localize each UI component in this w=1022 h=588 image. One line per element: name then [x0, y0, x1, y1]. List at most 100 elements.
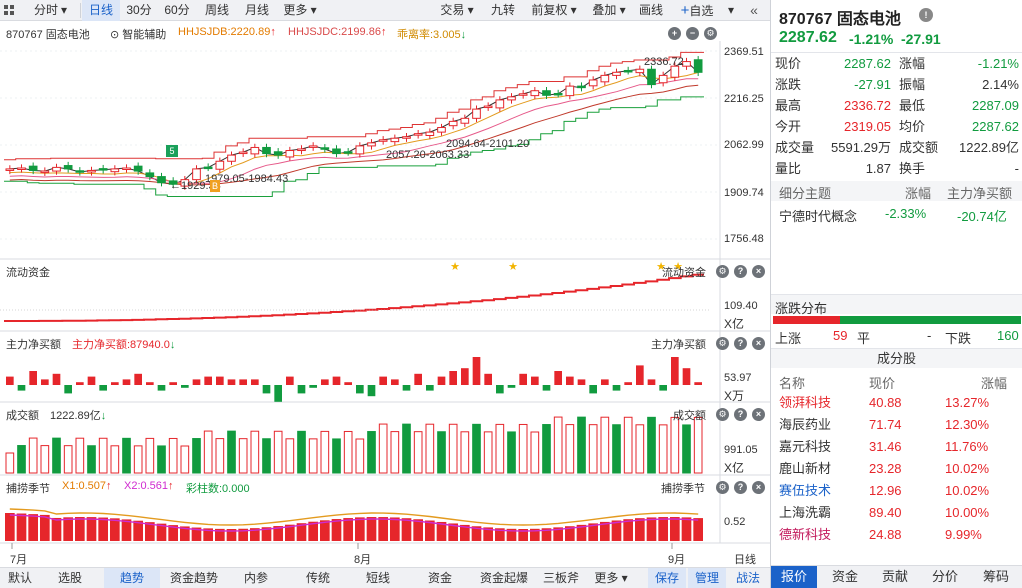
period-label[interactable]: 日线 [734, 554, 756, 566]
draw-line-button[interactable]: 画线 [638, 3, 663, 17]
net-label: 主力净买额:87940.0 [72, 339, 170, 351]
net-bar [612, 385, 621, 391]
theme-row[interactable]: 宁德时代概念 -2.33% -20.74亿 [771, 203, 1022, 225]
tab-default[interactable]: 默认 [7, 571, 32, 585]
component-row[interactable]: 领湃科技 40.88 13.27% [771, 392, 1022, 414]
component-name: 上海洗霸 [779, 505, 832, 520]
deviation-value: 乖离率:3.005 [397, 29, 461, 41]
more-menu[interactable]: 更多 ▾ [283, 3, 317, 17]
season-bar [436, 521, 447, 541]
settings-icon[interactable]: ⚙ [716, 265, 729, 278]
tab-stock-pick[interactable]: 选股 [57, 571, 82, 585]
tab-traditional[interactable]: 传统 [305, 571, 330, 585]
net-bar [111, 382, 119, 385]
settings-icon[interactable]: ⚙ [716, 481, 729, 494]
add-watchlist-button[interactable]: +自选 [670, 0, 724, 21]
tab-weekly[interactable]: 周线 [204, 3, 229, 17]
net-bar [461, 368, 469, 385]
chart-area[interactable]: ★ ★ ★ ★ 870767 固态电池 ⊙ 智能辅助 HHJSJDB:2220.89↑… [0, 21, 770, 567]
strategy-button[interactable]: 战法 [735, 571, 760, 585]
tab-insider[interactable]: 内参 [243, 571, 268, 585]
component-row[interactable]: 德新科技 24.88 9.99% [771, 524, 1022, 546]
overlay-menu[interactable]: 叠加 ▾ [592, 3, 626, 17]
component-row[interactable]: 海辰药业 71.74 12.30% [771, 414, 1022, 436]
theme-header-pct: 涨幅 [905, 186, 932, 201]
season-bar [261, 527, 272, 541]
tab-price-dist[interactable]: 分价 [931, 569, 958, 584]
component-row[interactable]: 赛伍技术 12.96 10.02% [771, 480, 1022, 502]
close-icon[interactable]: × [752, 408, 765, 421]
tab-intraday[interactable]: 分时 [33, 3, 58, 17]
tab-contribution[interactable]: 贡献 [881, 569, 908, 584]
tab-capital[interactable]: 资金 [427, 571, 452, 585]
add-indicator-icon[interactable]: + [668, 27, 681, 40]
close-icon[interactable]: × [752, 265, 765, 278]
assist-toggle[interactable]: ⊙ 智能辅助 [110, 26, 166, 42]
candle-body [227, 154, 236, 162]
component-row[interactable]: 嘉元科技 31.46 11.76% [771, 436, 1022, 458]
chevron-down-icon[interactable]: ▾ [727, 3, 735, 17]
tab-30min[interactable]: 30分 [126, 3, 152, 17]
season-bar [635, 518, 645, 541]
volume-bar [145, 437, 155, 474]
settings-icon[interactable]: ⚙ [704, 27, 717, 40]
tab-60min[interactable]: 60分 [164, 3, 190, 17]
season-bar [553, 527, 563, 541]
component-row[interactable]: 鹿山新材 23.28 10.02% [771, 458, 1022, 480]
tab-funds[interactable]: 资金 [831, 569, 858, 584]
quote-value: 2287.09 [972, 98, 1019, 113]
components-header: 名称 现价 涨幅 [771, 370, 1022, 391]
help-icon[interactable]: ? [734, 265, 747, 278]
candle-body [378, 139, 388, 142]
quote-key: 量比 [775, 161, 802, 176]
tab-short-term[interactable]: 短线 [365, 571, 390, 585]
more-tabs[interactable]: 更多 ▾ [594, 571, 628, 585]
season-bar [565, 526, 575, 541]
save-button[interactable]: 保存 [648, 568, 686, 588]
volume-bar [5, 452, 15, 474]
tab-daily[interactable]: 日线 [82, 0, 120, 21]
settings-icon[interactable]: ⚙ [716, 408, 729, 421]
manage-button[interactable]: 管理 [688, 568, 726, 588]
settings-icon[interactable]: ⚙ [716, 337, 729, 350]
season-bar [378, 517, 388, 541]
nine-turn-button[interactable]: 九转 [490, 3, 515, 17]
theme-header-name: 细分主题 [779, 186, 832, 201]
help-icon[interactable]: ? [734, 337, 747, 350]
minus-icon[interactable]: − [686, 27, 699, 40]
volume-bar [168, 437, 178, 474]
tab-trend[interactable]: 趋势 [104, 568, 160, 588]
net-bar [204, 376, 212, 385]
help-icon[interactable]: ? [734, 408, 747, 421]
close-icon[interactable]: × [752, 481, 765, 494]
trade-menu[interactable]: 交易 ▾ [440, 3, 474, 17]
help-icon[interactable]: ? [734, 481, 747, 494]
net-bar [286, 376, 294, 385]
y-tick: 1909.74 [724, 187, 764, 199]
quote-value: 5591.29万 [831, 140, 891, 155]
tab-monthly[interactable]: 月线 [244, 3, 269, 17]
tab-capital-trend[interactable]: 资金趋势 [169, 571, 218, 585]
candle-body [157, 176, 166, 184]
tab-capital-breakout[interactable]: 资金起爆 [479, 571, 528, 585]
candle-body [437, 127, 446, 133]
adjust-menu[interactable]: 前复权 ▾ [531, 3, 577, 17]
info-icon[interactable]: ! [919, 8, 933, 22]
season-bar [611, 520, 622, 541]
watchlist-label: 自选 [689, 4, 714, 18]
candle-body [17, 167, 26, 170]
component-row[interactable]: 上海洗霸 89.40 10.00% [771, 502, 1022, 524]
net-bar [577, 379, 586, 385]
net-bar [402, 385, 411, 391]
season-bar [600, 521, 610, 541]
tab-quote[interactable]: 报价 [771, 566, 817, 588]
volume-value: 991.05 [724, 444, 758, 456]
quote-key: 最高 [775, 98, 802, 113]
chevron-down-icon[interactable]: ▾ [60, 3, 68, 17]
grid-menu-icon[interactable] [2, 0, 16, 21]
close-icon[interactable]: × [752, 337, 765, 350]
collapse-left-icon[interactable]: « [750, 2, 758, 18]
tab-three-axe[interactable]: 三板斧 [542, 571, 579, 585]
tab-chips[interactable]: 筹码 [982, 569, 1009, 584]
candle-body [460, 117, 470, 124]
